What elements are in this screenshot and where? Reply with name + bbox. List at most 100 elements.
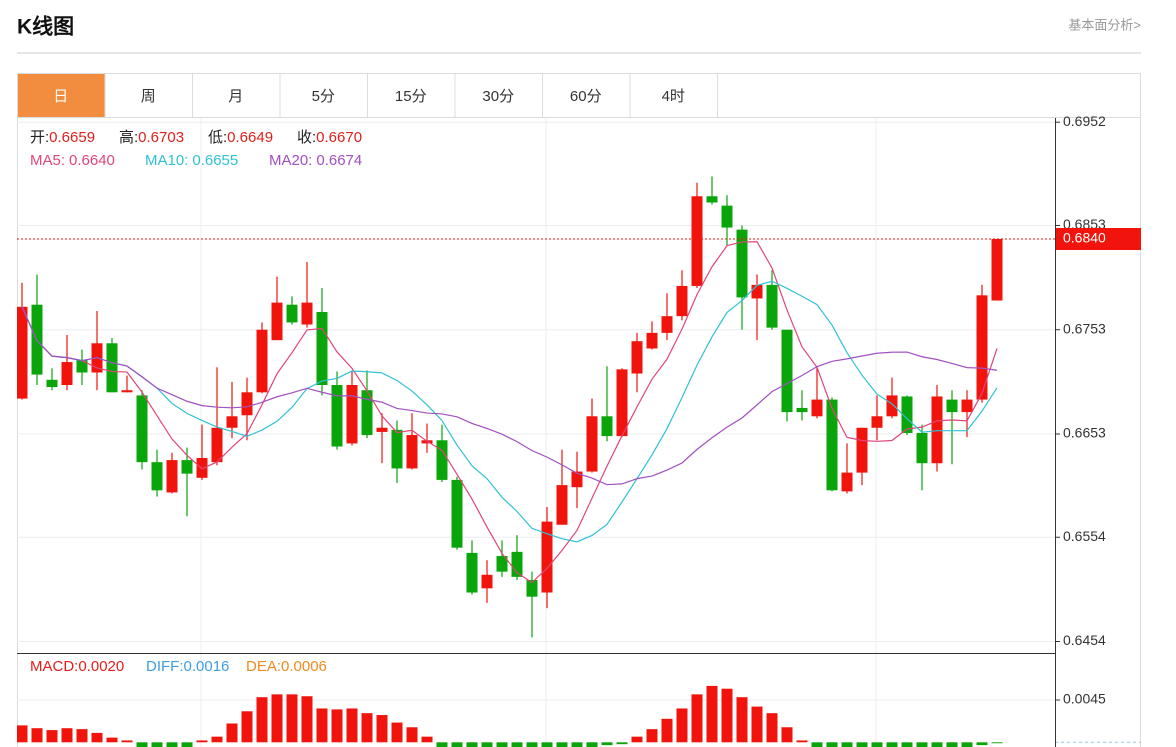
macd-bar <box>991 742 1003 744</box>
candle-body <box>916 432 928 464</box>
candle-body <box>511 551 523 577</box>
info-label: 收: <box>297 129 316 146</box>
macd-bar <box>751 706 763 743</box>
macd-bar <box>181 742 193 747</box>
macd-bar <box>301 696 313 743</box>
candle-body <box>751 284 763 299</box>
tab[interactable]: 日 <box>53 88 68 105</box>
page-title: K线图 <box>17 15 74 39</box>
macd-bar <box>136 742 148 747</box>
macd-bar <box>271 694 283 743</box>
macd-legend-entry: DIFF:0.0016 <box>146 658 229 675</box>
tab-active-bg <box>18 74 105 117</box>
candle-body <box>961 399 973 413</box>
candle-body <box>391 429 403 469</box>
macd-bar <box>841 742 853 747</box>
macd-bar <box>961 742 973 747</box>
candle-body <box>631 341 643 374</box>
tab[interactable]: 4时 <box>662 88 685 105</box>
candle-body <box>526 580 538 597</box>
macd-bar <box>421 736 433 743</box>
macd-bar <box>706 685 718 743</box>
macd-bar <box>511 742 523 747</box>
candle-body <box>301 302 313 325</box>
ohlc-close: 收:0.6670 <box>297 129 362 146</box>
macd-bar <box>871 742 883 747</box>
fundamental-link[interactable]: 基本面分析> <box>1068 17 1141 32</box>
tab[interactable]: 5分 <box>312 88 335 105</box>
candle-body <box>616 369 628 437</box>
info-label: 开: <box>30 129 49 146</box>
candle-body <box>811 399 823 417</box>
macd-bar <box>406 727 418 743</box>
macd-bar <box>586 742 598 747</box>
macd-bar <box>46 730 58 743</box>
candle-body <box>841 472 853 492</box>
macd-bar <box>361 713 373 743</box>
candle-body <box>946 399 958 413</box>
macd-bar <box>931 742 943 747</box>
macd-bar <box>736 697 748 743</box>
ma-value: 0.6640 <box>69 152 115 169</box>
candle-body <box>721 205 733 228</box>
info-label: 高: <box>119 129 138 146</box>
y-tick-label: 0.6952 <box>1063 113 1106 129</box>
macd-bar <box>151 742 163 747</box>
macd-bar <box>121 740 133 743</box>
y-tick-label: 0.6554 <box>1063 528 1106 544</box>
candle-body <box>226 416 238 428</box>
candle-body <box>256 329 268 393</box>
tab[interactable]: 60分 <box>570 88 602 105</box>
candle-body <box>466 552 478 593</box>
macd-bar <box>976 742 988 746</box>
ma-legend: MA5: 0.6640 MA10: 0.6655 MA20: 0.6674 <box>30 152 362 169</box>
candle-body <box>406 435 418 469</box>
ohlc-high: 高:0.6703 <box>119 129 184 146</box>
tab[interactable]: 15分 <box>395 88 427 105</box>
ma-line <box>21 306 998 486</box>
tab[interactable]: 30分 <box>482 88 514 105</box>
tab[interactable]: 月 <box>228 88 243 105</box>
candle-body <box>136 395 148 463</box>
candle-body <box>361 390 373 436</box>
macd-bar <box>316 708 328 743</box>
info-value: 0.6703 <box>138 129 184 146</box>
macd-bar <box>691 694 703 743</box>
grid <box>17 121 1141 743</box>
macd-legend-entry: DEA:0.0006 <box>246 658 327 675</box>
candle-body <box>586 416 598 472</box>
candle-body <box>331 385 343 447</box>
last-price-box <box>1056 228 1141 251</box>
candle-body <box>241 392 253 416</box>
macd-bar <box>571 742 583 747</box>
macd-bar <box>256 697 268 743</box>
candle-body <box>451 479 463 548</box>
candle-body <box>316 312 328 385</box>
info-value: 0.6659 <box>49 129 95 146</box>
macd-bar <box>91 732 103 743</box>
macd-bar <box>796 740 808 743</box>
macd-bar <box>496 742 508 747</box>
candle-body <box>17 306 28 399</box>
macd-bar <box>826 742 838 747</box>
ma-label: MA10: <box>145 152 188 169</box>
candle-body <box>781 329 793 413</box>
macd-bar <box>376 715 388 743</box>
macd-bar <box>481 742 493 747</box>
candle-body <box>931 396 943 464</box>
macd-bar <box>451 742 463 747</box>
candle-body <box>886 395 898 417</box>
info-label: 低: <box>208 129 227 146</box>
candle-body <box>826 399 838 491</box>
candle-body <box>796 407 808 413</box>
candle-body <box>541 521 553 593</box>
macd-bar <box>526 742 538 747</box>
tab[interactable]: 周 <box>141 88 156 105</box>
candle-body <box>181 460 193 474</box>
candle-body <box>166 460 178 493</box>
candle-body <box>871 416 883 428</box>
macd-bar <box>226 723 238 743</box>
ohlc-open: 开:0.6659 <box>30 129 95 146</box>
axis-labels: 0.69520.68530.67530.66530.65540.64540.68… <box>1055 113 1141 707</box>
